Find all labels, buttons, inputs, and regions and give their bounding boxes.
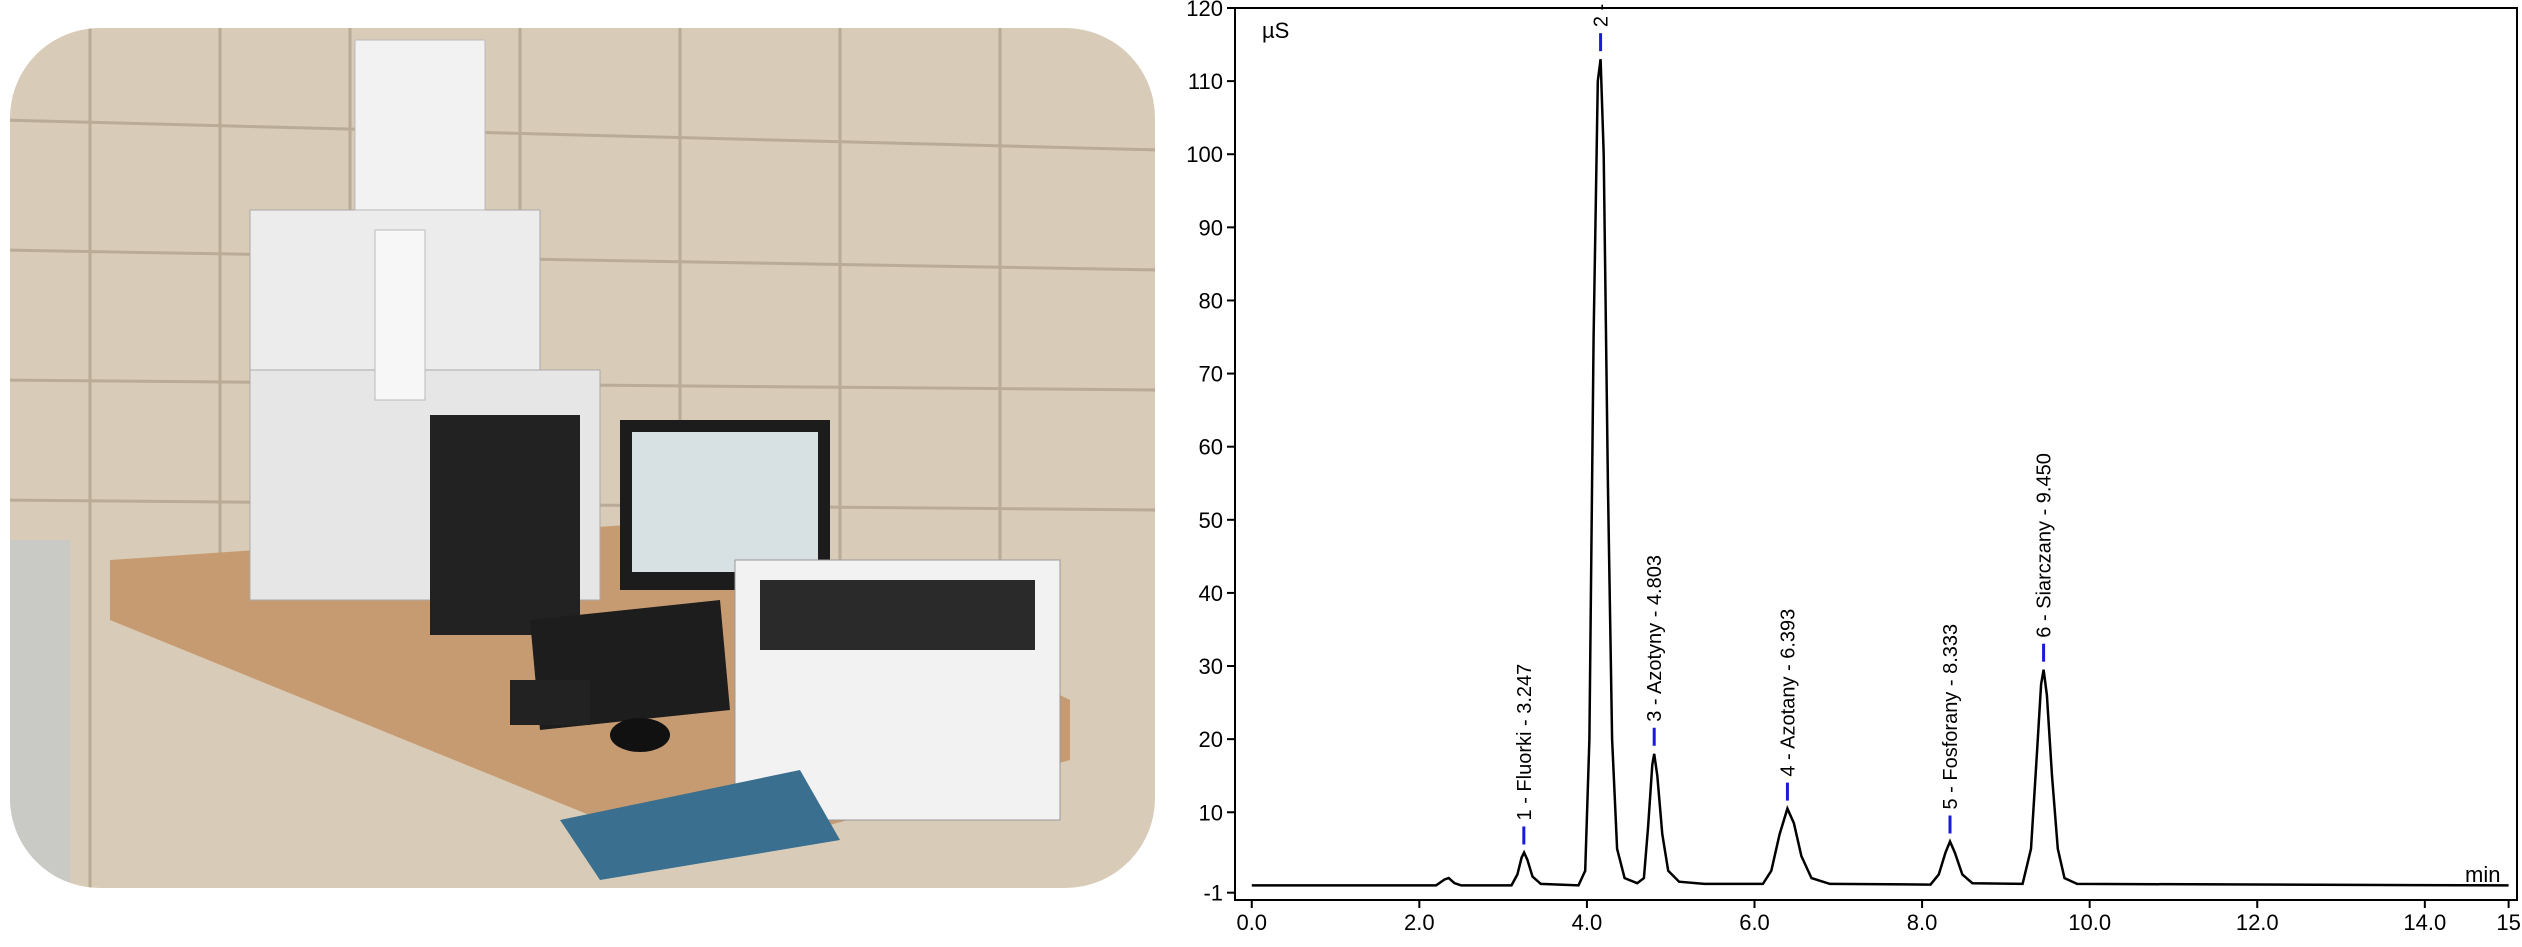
y-tick-label: 50 (1199, 508, 1223, 533)
y-tick-label: 40 (1199, 581, 1223, 606)
x-tick-label: 12.0 (2236, 910, 2279, 935)
x-tick-label: 0.0 (1236, 910, 1267, 935)
peak-label: 6 - Siarczany - 9.450 (2034, 453, 2056, 638)
y-tick-label: -1 (1203, 881, 1223, 906)
y-tick-label: 20 (1199, 727, 1223, 752)
y-tick-label: 100 (1186, 142, 1223, 167)
y-tick-label: 120 (1186, 0, 1223, 21)
peak-label: 1 - Fluorki - 3.247 (1514, 664, 1536, 821)
y-tick-label: 80 (1199, 288, 1223, 313)
y-tick-label: 30 (1199, 654, 1223, 679)
y-tick-label: 70 (1199, 362, 1223, 387)
chromatogram-line (1251, 59, 2509, 887)
x-tick-label: 2.0 (1404, 910, 1435, 935)
lab-photo (10, 28, 1155, 888)
peak-label: 5 - Fosforany - 8.333 (1940, 624, 1962, 810)
y-tick-label: 10 (1199, 800, 1223, 825)
y-tick-label: 110 (1188, 69, 1223, 94)
y-tick-label: 60 (1199, 435, 1223, 460)
y-tick-label: 90 (1199, 215, 1223, 240)
x-tick-label: 10.0 (2068, 910, 2111, 935)
x-tick-label: 4.0 (1572, 910, 1603, 935)
plot-frame (1234, 7, 2518, 901)
x-tick-label: 15 (2496, 910, 2520, 935)
peak-label: 3 - Azotyny - 4.803 (1644, 555, 1666, 722)
x-tick-label: 6.0 (1739, 910, 1770, 935)
x-tick-label: 8.0 (1907, 910, 1938, 935)
x-tick-label: 14.0 (2403, 910, 2446, 935)
x-axis-label: min (2465, 862, 2500, 887)
peak-label: 4 - Azotany - 6.393 (1777, 609, 1799, 777)
y-axis-label: µS (1262, 18, 1289, 43)
peak-label: 2 - Chlorki - 4.163 (1591, 0, 1613, 27)
